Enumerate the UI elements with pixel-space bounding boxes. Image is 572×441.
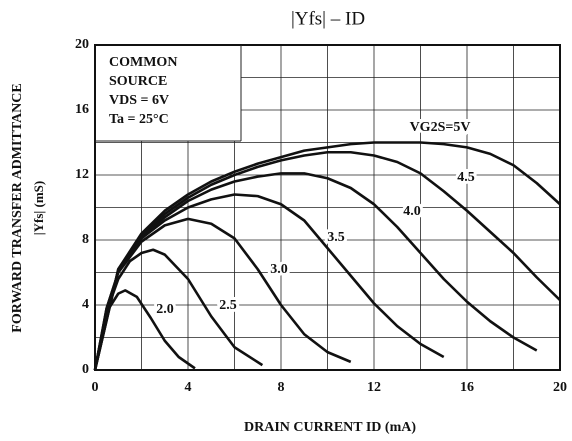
x-tick-label: 20 (553, 380, 567, 395)
curve (93, 172, 538, 371)
plot-frame (94, 44, 561, 371)
x-tick-label: 12 (367, 380, 381, 395)
curve (93, 141, 561, 371)
series-label: 4.5 (457, 170, 475, 185)
series-label: 2.0 (156, 302, 174, 317)
x-tick-label: 4 (185, 380, 192, 395)
y-tick-label: 4 (82, 297, 89, 312)
x-tick-label: 8 (278, 380, 285, 395)
series-label: 3.5 (327, 230, 345, 245)
chart-title: |Yfs| – ID (291, 8, 365, 29)
series-label: VG2S=5V (410, 120, 471, 135)
x-tick-label: 0 (92, 380, 99, 395)
y-tick-label: 0 (82, 362, 89, 377)
curve (93, 150, 561, 371)
annotation: Ta = 25°C (109, 112, 169, 127)
annotation: VDS = 6V (109, 93, 169, 108)
curve (93, 289, 196, 371)
curve (93, 193, 445, 371)
annotation: COMMON (109, 55, 177, 70)
y-tick-label: 8 (82, 232, 89, 247)
annotation-box (96, 46, 241, 141)
curve (93, 248, 264, 371)
series-label: 4.0 (403, 204, 421, 219)
series-label: 2.5 (219, 298, 237, 313)
y-axis-label: FORWARD TRANSFER ADMITTANCE (10, 83, 25, 332)
y-tick-label: 20 (75, 37, 89, 52)
y-tick-label: 16 (75, 102, 89, 117)
x-tick-label: 16 (460, 380, 474, 395)
y-axis-label: |Yfs| (mS) (31, 181, 46, 235)
annotation: SOURCE (109, 74, 167, 89)
curve (93, 217, 352, 371)
y-tick-label: 12 (75, 167, 89, 182)
series-label: 3.0 (270, 262, 288, 277)
x-axis-label: DRAIN CURRENT ID (mA) (244, 420, 416, 435)
